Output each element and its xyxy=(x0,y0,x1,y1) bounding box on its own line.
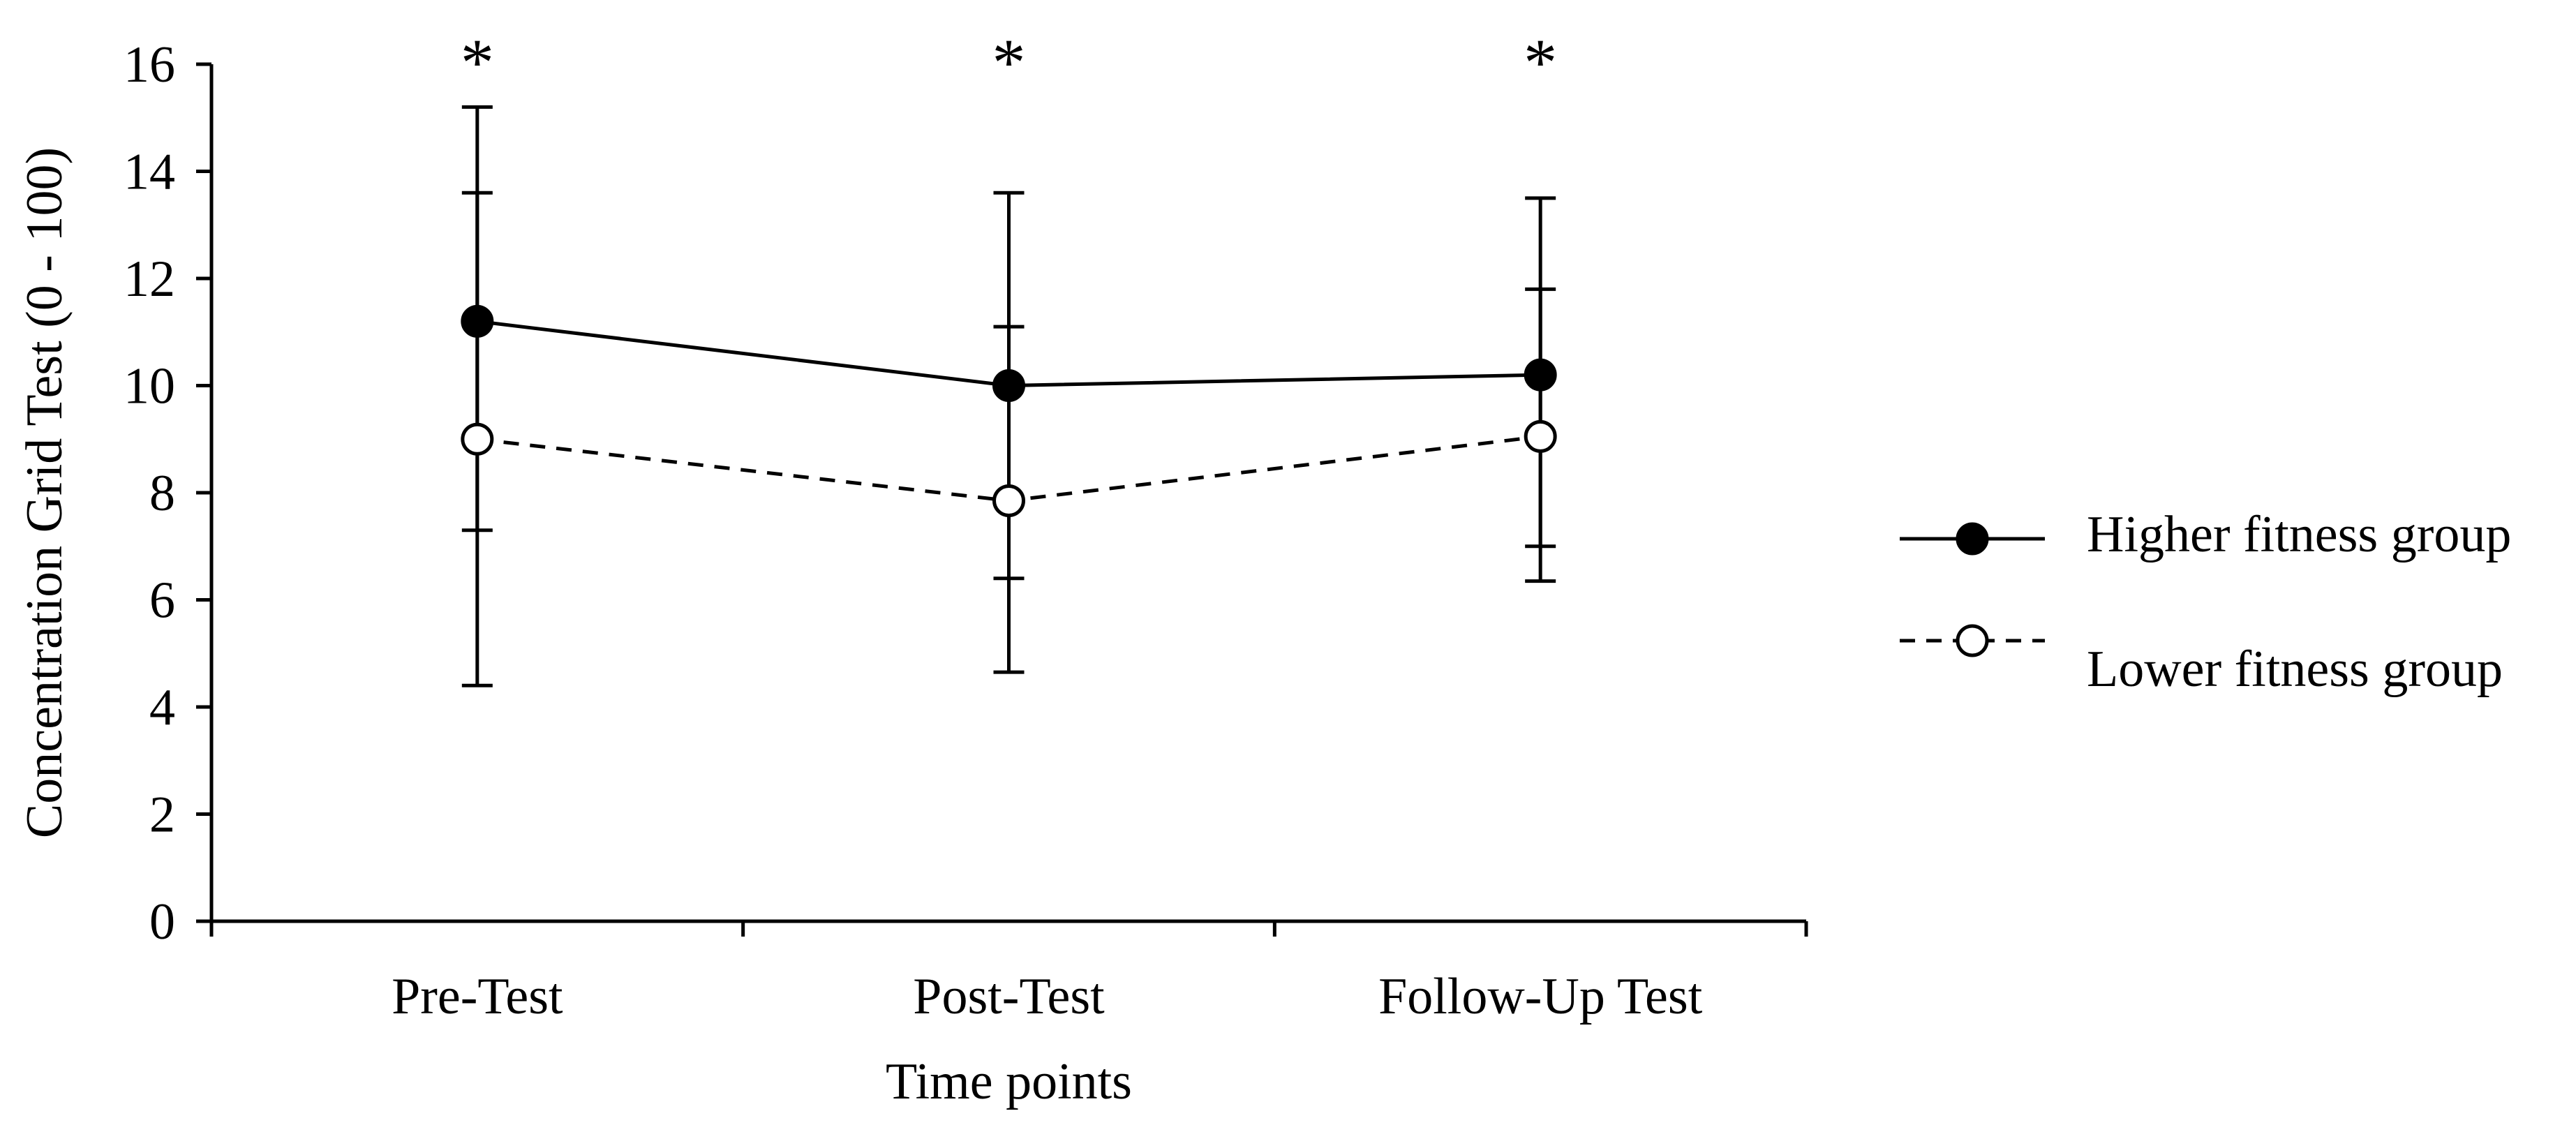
y-axis-title: Concentration Grid Test (0 - 100) xyxy=(16,147,73,838)
y-tick-label: 12 xyxy=(124,251,175,308)
significance-asterisk: * xyxy=(1524,25,1557,100)
x-axis-title: Time points xyxy=(886,1053,1132,1110)
data-points xyxy=(461,304,1557,518)
x-category-label: Pre-Test xyxy=(392,968,563,1025)
legend-marker-lower xyxy=(1956,624,1989,657)
significance-markers: * * * xyxy=(461,25,1557,100)
axes: 0 2 4 6 8 10 12 14 16 Pre-Test Post-Test Follow-Up… xyxy=(124,36,1808,1025)
legend-label-lower: Lower fitness group xyxy=(2087,641,2503,698)
data-point-lower xyxy=(1524,419,1557,453)
x-category-label: Follow-Up Test xyxy=(1378,968,1703,1025)
y-tick-label: 14 xyxy=(124,144,175,201)
y-tick-label: 2 xyxy=(149,787,175,844)
y-tick-label: 0 xyxy=(149,893,175,951)
data-point-lower xyxy=(992,484,1025,518)
y-tick-label: 4 xyxy=(149,679,175,736)
legend-marker-higher xyxy=(1956,522,1989,556)
y-ticks: 0 2 4 6 8 10 12 14 16 xyxy=(124,36,211,951)
x-category-label: Post-Test xyxy=(913,968,1105,1025)
significance-asterisk: * xyxy=(992,25,1026,100)
legend-label-higher: Higher fitness group xyxy=(2087,506,2511,563)
data-point-higher xyxy=(461,304,494,338)
y-tick-label: 6 xyxy=(149,572,175,630)
legend: Higher fitness group Lower fitness group xyxy=(1900,506,2511,698)
data-point-lower xyxy=(461,422,494,456)
y-tick-label: 10 xyxy=(124,358,175,415)
data-point-higher xyxy=(992,369,1025,402)
data-point-higher xyxy=(1524,358,1557,392)
y-tick-label: 16 xyxy=(124,36,175,94)
y-tick-label: 8 xyxy=(149,465,175,522)
significance-asterisk: * xyxy=(461,25,494,100)
x-ticks: Pre-Test Post-Test Follow-Up Test xyxy=(209,921,1808,1025)
